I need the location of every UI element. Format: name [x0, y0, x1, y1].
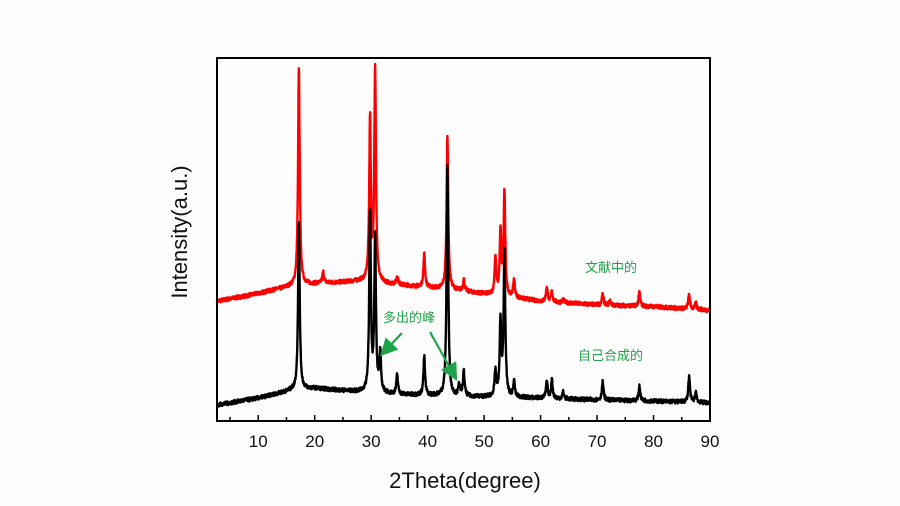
- annotation-extra-peaks: 多出的峰: [383, 310, 435, 326]
- x-tick-label-60: 60: [531, 432, 550, 451]
- x-axis-label: 2Theta(degree): [389, 468, 541, 493]
- series-line-synthesized: [215, 163, 712, 408]
- annotation-literature: 文献中的: [585, 260, 637, 276]
- x-axis-ticks: 10 20 30 40 50 60 70 80 90: [229, 415, 720, 451]
- arrow-to-extra-peak-2: [429, 331, 458, 381]
- x-tick-label-70: 70: [588, 432, 607, 451]
- y-axis-label: Intensity(a.u.): [167, 165, 192, 298]
- x-tick-label-50: 50: [475, 432, 494, 451]
- x-tick-label-10: 10: [249, 432, 268, 451]
- arrow-to-extra-peak-1: [379, 332, 403, 357]
- x-tick-label-20: 20: [305, 432, 324, 451]
- plot-area: [215, 62, 712, 408]
- x-tick-label-40: 40: [418, 432, 437, 451]
- x-tick-label-90: 90: [701, 432, 720, 451]
- x-tick-label-30: 30: [362, 432, 381, 451]
- annotation-synthesized: 自己合成的: [578, 348, 643, 364]
- x-tick-label-80: 80: [644, 432, 663, 451]
- series-line-literature: [215, 62, 711, 314]
- axes-frame: [216, 57, 711, 422]
